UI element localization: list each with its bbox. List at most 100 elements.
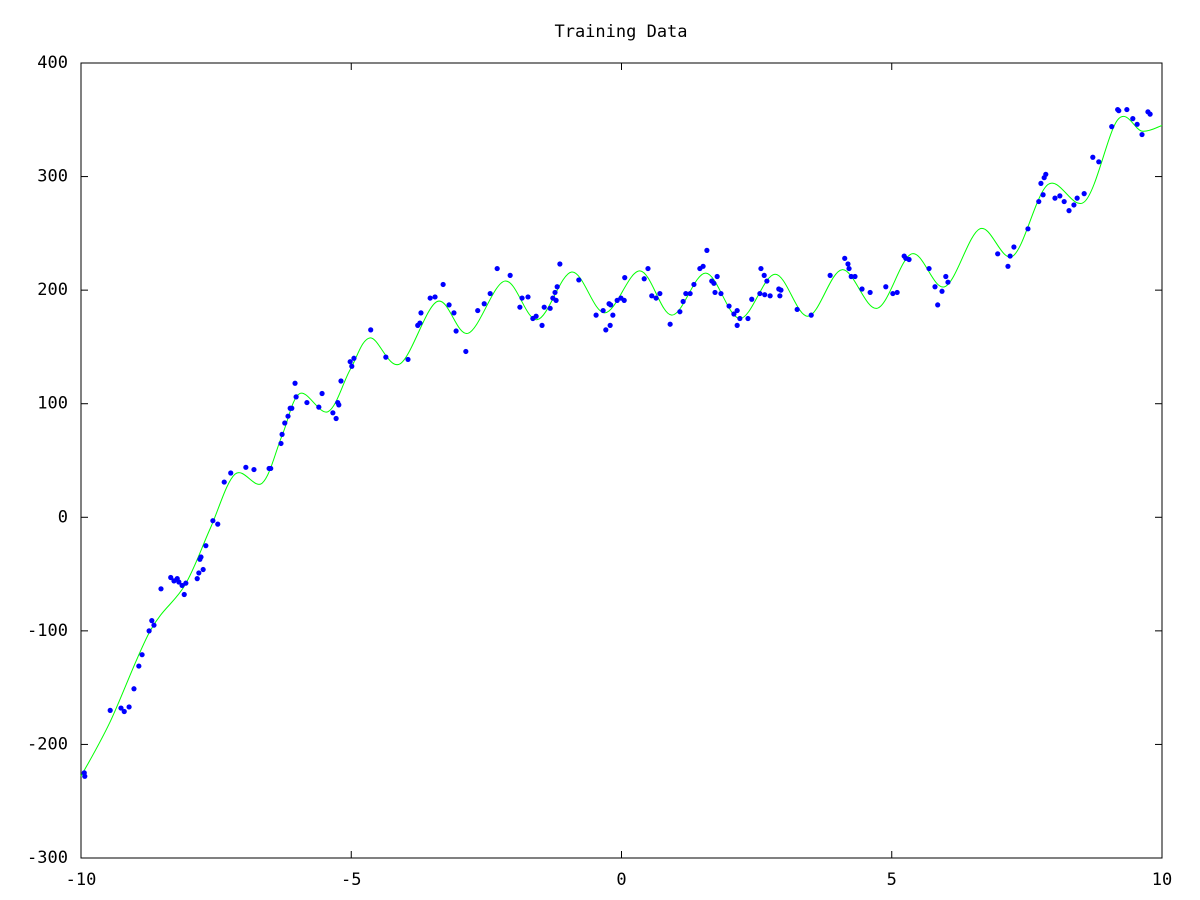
data-point: [945, 279, 951, 285]
data-point: [139, 652, 145, 658]
data-point: [667, 321, 673, 327]
data-point: [453, 328, 459, 334]
data-point: [848, 273, 854, 280]
data-point: [641, 276, 647, 282]
data-point: [451, 310, 457, 316]
data-point: [427, 295, 433, 301]
data-point: [603, 327, 609, 333]
data-point: [1081, 191, 1087, 197]
data-point: [718, 290, 724, 297]
data-point: [939, 288, 945, 294]
x-tick-label: 0: [616, 870, 626, 890]
data-point: [194, 576, 200, 582]
data-point: [1057, 193, 1063, 199]
data-point: [131, 686, 137, 692]
data-point: [859, 286, 865, 292]
y-tick-label: 400: [37, 53, 68, 73]
x-tick-label: -10: [66, 870, 97, 890]
data-point: [764, 278, 770, 284]
data-point: [552, 289, 558, 296]
data-point: [179, 582, 185, 589]
data-point: [610, 312, 616, 318]
data-point: [845, 261, 851, 267]
data-point: [338, 378, 344, 384]
data-point: [289, 405, 295, 411]
data-point: [1043, 171, 1049, 177]
data-point: [593, 312, 599, 318]
data-point: [525, 294, 531, 300]
data-point: [554, 284, 560, 290]
data-point: [943, 273, 949, 280]
data-point: [1116, 108, 1122, 114]
data-point: [494, 265, 500, 272]
data-point: [1090, 154, 1096, 160]
chart-title: Training Data: [554, 22, 687, 42]
data-point: [107, 707, 113, 713]
data-point: [767, 293, 773, 299]
y-tick-label: 0: [58, 507, 68, 527]
data-point: [517, 304, 523, 310]
data-point: [1036, 198, 1042, 205]
data-point: [794, 306, 800, 313]
data-point: [210, 518, 216, 524]
data-point: [762, 292, 768, 298]
x-tick-label: 5: [887, 870, 897, 890]
data-point: [333, 415, 339, 422]
data-point: [645, 265, 651, 272]
data-point: [734, 322, 740, 328]
data-point: [1007, 253, 1013, 259]
data-point: [653, 295, 659, 301]
data-point: [935, 302, 941, 308]
data-point: [82, 773, 88, 779]
data-point: [279, 431, 285, 437]
data-point: [417, 320, 423, 326]
data-point: [894, 289, 900, 296]
data-point: [777, 293, 783, 299]
data-point: [1124, 106, 1130, 113]
data-point: [622, 275, 628, 281]
data-point: [519, 295, 525, 301]
data-point: [1038, 180, 1044, 186]
data-point: [1139, 131, 1145, 138]
data-point: [700, 263, 706, 269]
data-point: [351, 355, 357, 361]
data-point: [808, 312, 814, 318]
x-tick-label: 10: [1152, 870, 1172, 890]
data-point: [200, 566, 206, 573]
data-point: [316, 404, 322, 410]
data-point: [926, 265, 932, 272]
data-point: [576, 277, 582, 283]
data-point: [1061, 198, 1067, 205]
data-point: [158, 586, 164, 592]
data-point: [432, 294, 438, 300]
data-point: [995, 251, 1001, 257]
data-point: [557, 261, 563, 267]
data-point: [282, 420, 288, 426]
data-point: [1011, 244, 1017, 250]
data-point: [883, 284, 889, 290]
data-point: [278, 440, 284, 447]
data-point: [539, 322, 545, 328]
data-point: [487, 290, 493, 297]
data-point: [704, 247, 710, 253]
data-point: [547, 305, 553, 311]
x-tick-label: -5: [341, 870, 361, 890]
data-point: [867, 289, 873, 296]
data-point: [1074, 195, 1080, 201]
data-point: [440, 281, 446, 288]
data-point: [932, 284, 938, 290]
data-point: [481, 301, 487, 307]
y-tick-label: 200: [37, 280, 68, 300]
data-point: [183, 580, 189, 586]
data-point: [1025, 226, 1031, 232]
data-point: [827, 272, 833, 278]
data-point: [533, 313, 539, 319]
data-point: [1130, 116, 1136, 122]
data-point: [383, 354, 389, 360]
data-point: [1066, 208, 1072, 214]
data-point: [146, 628, 152, 634]
data-point: [758, 265, 764, 272]
data-point: [734, 307, 740, 314]
